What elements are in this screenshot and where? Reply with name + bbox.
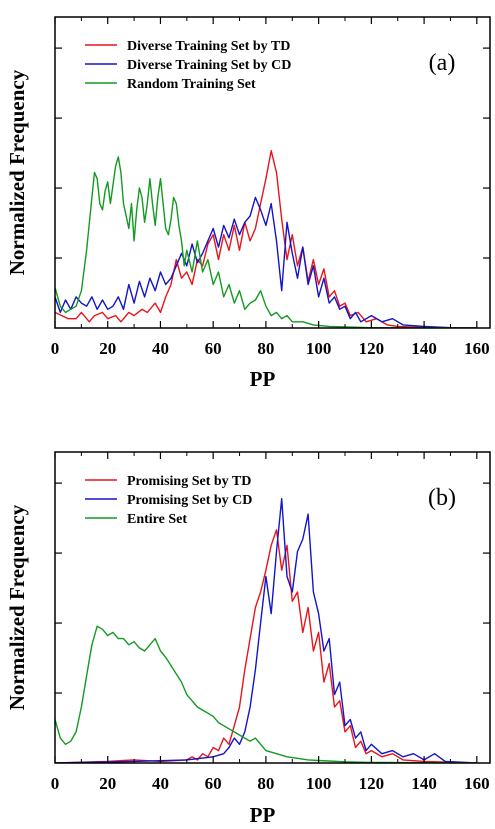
x-tick-label: 100 <box>306 339 332 358</box>
series-line-2 <box>55 498 477 763</box>
x-tick-label: 120 <box>359 774 385 793</box>
series-line-2 <box>55 196 477 328</box>
x-tick-label: 80 <box>257 774 274 793</box>
x-tick-label: 20 <box>99 339 116 358</box>
x-tick-label: 0 <box>51 774 60 793</box>
legend-label: Diverse Training Set by TD <box>127 39 290 54</box>
legend-label: Promising Set by TD <box>127 474 251 489</box>
x-tick-label: 40 <box>152 339 169 358</box>
x-tick-label: 160 <box>464 774 490 793</box>
x-tick-label: 60 <box>205 339 222 358</box>
x-tick-label: 0 <box>51 339 60 358</box>
panel-tag: (b) <box>428 485 456 511</box>
series-line-1 <box>55 150 477 328</box>
x-axis-label: PP <box>250 367 276 391</box>
chart-panel-b: 0 20 40 60 80 100 120 140 160 PP Normalized Freque… <box>5 451 491 827</box>
y-axis-label: Normalized Frequency <box>5 69 29 275</box>
legend-label: Random Training Set <box>127 77 256 92</box>
x-tick-label: 160 <box>464 339 490 358</box>
series-line-3 <box>55 156 477 328</box>
y-axis-label: Normalized Frequency <box>5 504 29 710</box>
x-tick-label: 100 <box>306 774 332 793</box>
x-tick-label: 40 <box>152 774 169 793</box>
series-line-1 <box>55 529 477 763</box>
legend-label: Entire Set <box>127 512 187 527</box>
x-tick-label: 60 <box>205 774 222 793</box>
x-axis-label: PP <box>250 803 276 827</box>
plot-frame <box>54 451 491 764</box>
x-tick-label: 140 <box>411 774 437 793</box>
x-tick-label: 140 <box>411 339 437 358</box>
panel-tag: (a) <box>429 50 456 76</box>
legend-label: Promising Set by CD <box>127 493 252 508</box>
x-tick-label: 20 <box>99 774 116 793</box>
x-tick-label: 80 <box>257 339 274 358</box>
series-line-3 <box>55 625 477 763</box>
x-tick-label: 120 <box>359 339 385 358</box>
legend-label: Diverse Training Set by CD <box>127 58 291 73</box>
plot-frame <box>54 16 491 329</box>
chart-panel-a: 0 20 40 60 80 100 120 140 160 PP Normalized Freque… <box>5 16 491 391</box>
